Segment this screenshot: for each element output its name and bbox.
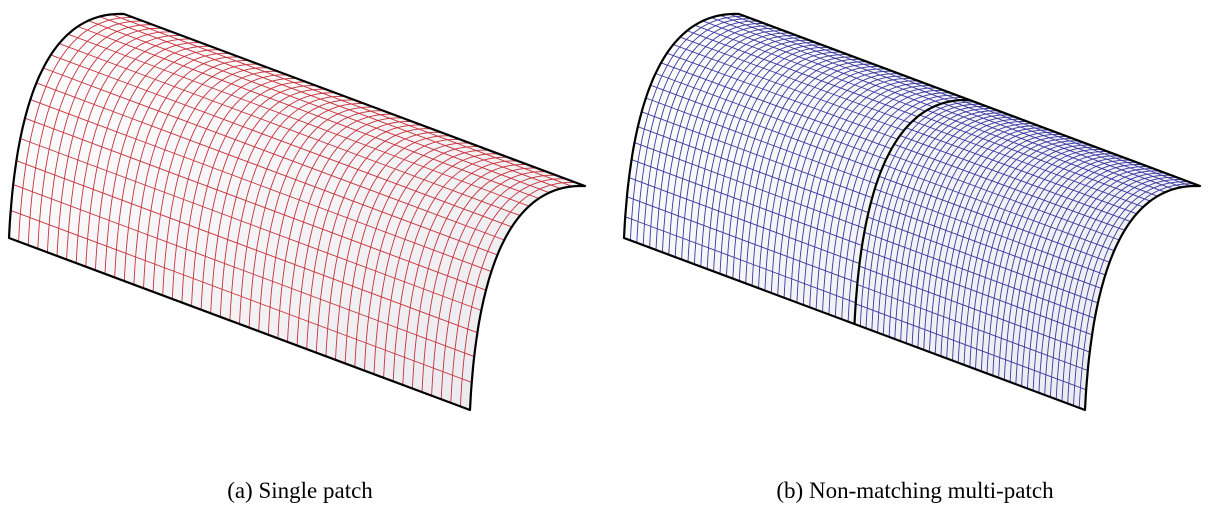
single-patch-surface [0,0,600,470]
panel-multi-patch: (b) Non-matching multi-patch [615,0,1215,523]
surface-fill [624,14,1200,410]
panel-single-patch: (a) Single patch [0,0,600,523]
multi-patch-surface [615,0,1215,470]
caption-multi-patch: (b) Non-matching multi-patch [615,478,1215,504]
caption-single-patch: (a) Single patch [0,478,600,504]
